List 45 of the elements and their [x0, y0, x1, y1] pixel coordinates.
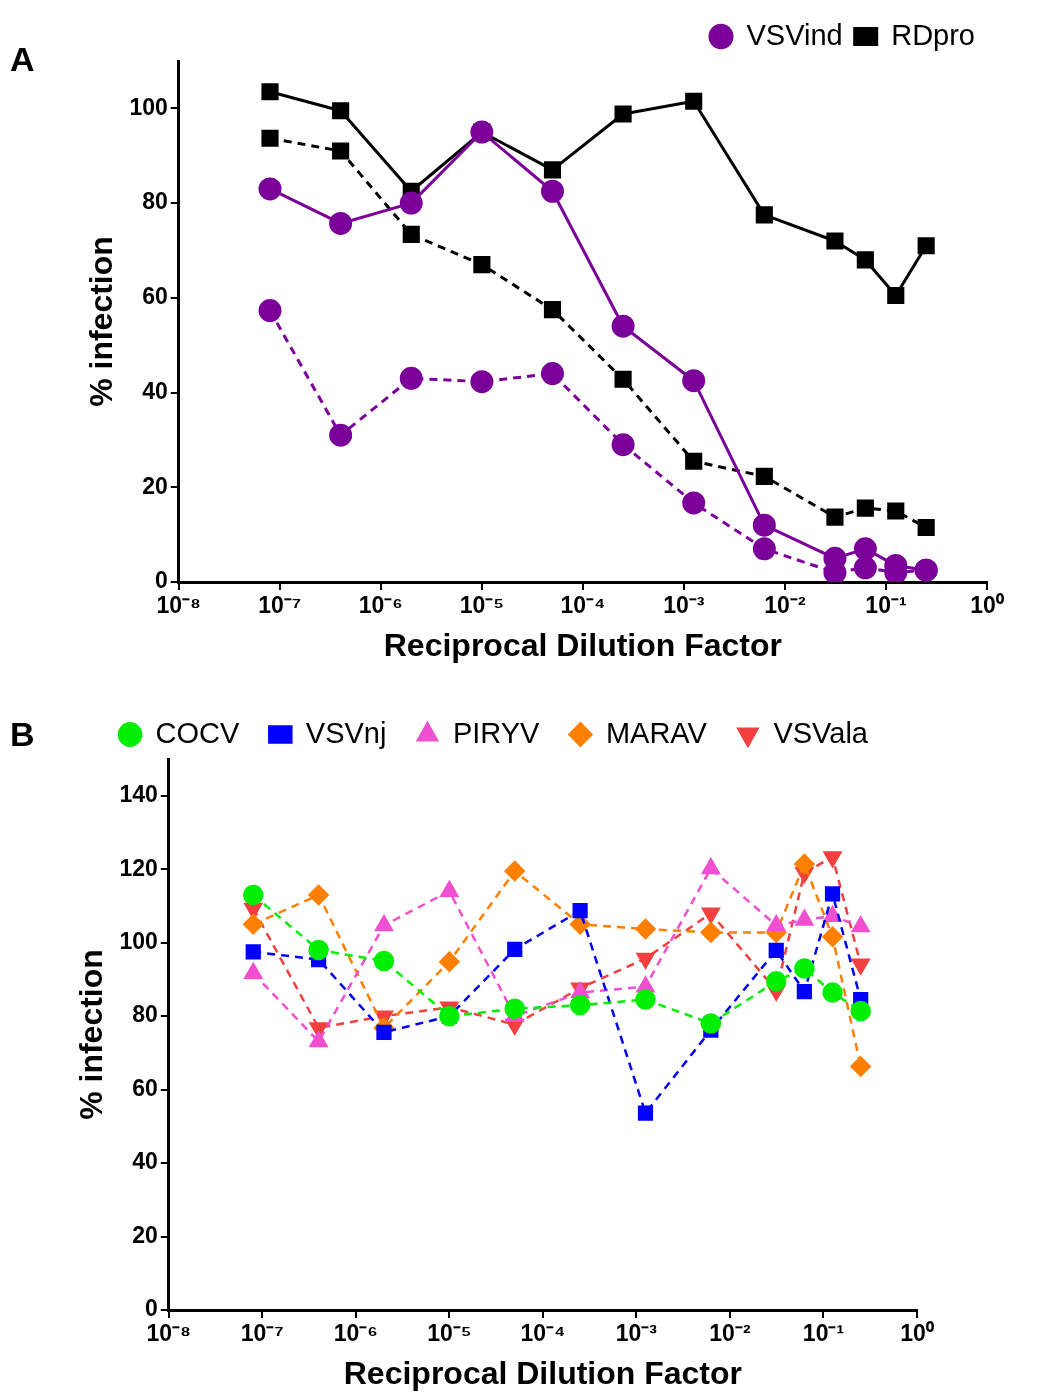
y-tick-label: 100: [119, 928, 158, 955]
y-tick-label: 120: [119, 854, 158, 881]
x-tick-label: 10⁻⁶: [333, 1320, 378, 1347]
x-tick-label: 10⁻⁴: [560, 592, 606, 619]
y-tick-label: 20: [142, 472, 168, 499]
y-tick-label: 80: [142, 188, 168, 215]
text: A: [10, 40, 35, 79]
y-tick-label: 100: [129, 93, 168, 120]
legend-label: MARAV: [605, 716, 708, 749]
y-tick-label: 60: [132, 1074, 158, 1101]
x-tick-label: 10⁻²: [709, 1320, 751, 1347]
x-tick-label: 10⁻⁶: [358, 592, 403, 619]
x-tick-label: 10⁻³: [663, 592, 705, 619]
y-axis-title: % infection: [73, 949, 110, 1120]
x-tick-label: 10⁻⁷: [240, 1320, 284, 1347]
x-tick-label: 10⁰: [900, 1320, 935, 1347]
x-tick-label: 10⁻⁸: [156, 592, 202, 619]
legend-label: RDpro: [891, 18, 976, 51]
legend-label: PIRYV: [452, 716, 541, 749]
x-tick-label: 10⁻²: [764, 592, 806, 619]
x-axis-title: Reciprocal Dilution Factor: [383, 626, 783, 663]
y-tick-label: 20: [132, 1221, 158, 1248]
y-tick-label: 0: [144, 1295, 158, 1322]
text: B: [10, 715, 35, 754]
y-tick-label: 60: [142, 283, 168, 310]
x-tick-label: 10⁻⁷: [258, 592, 302, 619]
y-tick-label: 80: [132, 1001, 158, 1028]
y-tick-label: 40: [132, 1148, 158, 1175]
y-tick-label: 40: [142, 377, 168, 404]
legend-label: VSVind: [746, 18, 843, 51]
x-tick-label: 10⁻¹: [865, 592, 907, 619]
x-tick-label: 10⁻⁸: [146, 1320, 192, 1347]
legend-label: VSVnj: [305, 716, 387, 749]
x-tick-label: 10⁻⁴: [520, 1320, 566, 1347]
x-tick-label: 10⁻⁵: [427, 1320, 472, 1347]
y-tick-label: 140: [119, 781, 158, 808]
legend-label: COCV: [155, 716, 240, 749]
legend-label: VSVala: [773, 716, 869, 749]
x-tick-label: 10⁰: [970, 592, 1005, 619]
y-tick-label: 0: [154, 567, 168, 594]
x-tick-label: 10⁻¹: [802, 1320, 845, 1347]
x-axis-title: Reciprocal Dilution Factor: [343, 1354, 743, 1391]
y-axis-title: % infection: [83, 236, 120, 407]
x-tick-label: 10⁻⁵: [459, 592, 505, 619]
x-tick-label: 10⁻³: [615, 1320, 658, 1347]
